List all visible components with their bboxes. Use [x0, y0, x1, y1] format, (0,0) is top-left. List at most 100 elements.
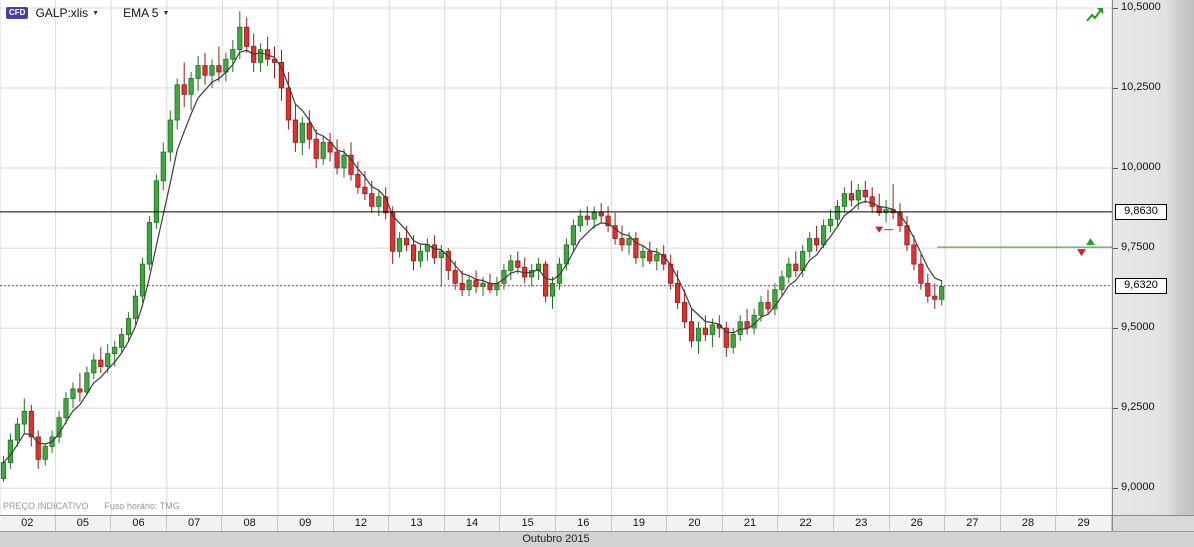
indicator-selector[interactable]: EMA 5 ▼ [123, 6, 169, 20]
candle [834, 205, 841, 220]
candle [105, 353, 111, 367]
candle [369, 193, 375, 207]
candle [91, 359, 97, 374]
candle [772, 289, 778, 310]
candle [188, 78, 194, 95]
candle [480, 282, 486, 287]
candle [640, 250, 646, 259]
candle [612, 225, 618, 239]
candle [334, 151, 340, 169]
candle [529, 270, 535, 278]
candle [327, 141, 333, 153]
candle [549, 282, 556, 297]
chevron-down-icon: ▼ [162, 9, 170, 17]
candle [396, 238, 403, 252]
y-axis-label: 9,0000 [1121, 481, 1155, 494]
candle [675, 282, 681, 303]
x-axis-label: 14 [445, 516, 501, 532]
disclaimer-text: PREÇO INDICATIVO Fuso horário: TMG [3, 501, 180, 511]
x-axis-label: 26 [890, 516, 946, 532]
candle [139, 263, 146, 297]
candle [438, 250, 444, 259]
month-band: Outubro 2015 [0, 531, 1194, 547]
instrument-label: GALP:xlis [35, 6, 89, 20]
candle [730, 334, 736, 348]
candle [195, 65, 201, 79]
candle [202, 65, 208, 76]
y-axis-label: 10,0000 [1121, 161, 1161, 174]
candle [821, 225, 827, 246]
instrument-selector[interactable]: GALP:xlis ▼ [35, 6, 99, 20]
x-axis-label: 29 [1056, 516, 1112, 532]
candle [42, 446, 48, 460]
candle [28, 410, 34, 438]
candle [126, 318, 132, 335]
candle [119, 334, 125, 348]
candle [431, 244, 438, 259]
candle [695, 327, 702, 342]
candle [619, 238, 625, 246]
candle [487, 282, 493, 291]
order-line-down-arrow-icon [1077, 249, 1086, 257]
candle [786, 263, 792, 278]
chart-canvas[interactable]: CFD GALP:xlis ▼ EMA 5 ▼ PREÇO INDICATIVO… [0, 0, 1112, 515]
candle [577, 215, 583, 227]
price-axis[interactable]: 9,8630 9,6320 10,5000 10,2500 10,0000 9,750… [1112, 0, 1194, 515]
candle [285, 87, 292, 121]
candle [494, 282, 500, 291]
candle [508, 260, 514, 271]
candle [445, 250, 451, 271]
candle [313, 138, 319, 159]
candle [939, 286, 945, 300]
candle [209, 65, 215, 76]
x-axis-label: 07 [167, 516, 223, 532]
candle [56, 417, 62, 438]
x-axis-label: 20 [667, 516, 723, 532]
candle [737, 321, 743, 335]
y-axis-tick [1113, 168, 1118, 170]
trend-up-icon [1086, 8, 1103, 22]
sell-marker-icon [875, 226, 884, 233]
candle [244, 26, 250, 47]
candle [723, 327, 729, 348]
candle [807, 238, 813, 252]
candle [709, 324, 716, 335]
date-axis[interactable]: 02 05 06 07 08 09 12 13 14 15 16 19 20 21 22 23 26 27 28 29 [0, 515, 1112, 532]
candle [654, 254, 660, 262]
y-axis-tick [1113, 248, 1118, 250]
order-line-up-arrow-icon [1086, 238, 1095, 246]
candle [174, 84, 180, 121]
y-axis-tick [1113, 408, 1118, 410]
y-axis-tick [1113, 488, 1118, 490]
y-axis-label: 9,2500 [1121, 401, 1155, 414]
candle [543, 263, 549, 297]
y-axis-tick [1113, 328, 1118, 330]
candle [181, 84, 187, 95]
candle [911, 244, 917, 265]
candle [883, 209, 889, 214]
candle [341, 154, 347, 169]
candle [827, 218, 834, 227]
y-axis-label: 10,5000 [1121, 1, 1161, 13]
x-axis-label: 22 [778, 516, 834, 532]
candle [167, 119, 173, 153]
candle [869, 196, 875, 207]
candle [348, 154, 354, 175]
x-axis-label: 27 [945, 516, 1001, 532]
candle [501, 270, 507, 284]
candle [153, 180, 159, 223]
candle [668, 263, 674, 284]
price-line-label-black: 9,8630 [1115, 203, 1167, 220]
candle [306, 122, 312, 140]
candle [932, 295, 938, 300]
candle [237, 26, 243, 51]
indicator-label: EMA 5 [123, 6, 159, 20]
instrument-type-badge: CFD [6, 7, 29, 19]
candle [390, 212, 396, 252]
candle [70, 388, 76, 399]
candle [758, 302, 764, 316]
candle [376, 196, 382, 207]
candle [626, 238, 632, 246]
candle [146, 222, 152, 265]
candle [814, 238, 820, 246]
